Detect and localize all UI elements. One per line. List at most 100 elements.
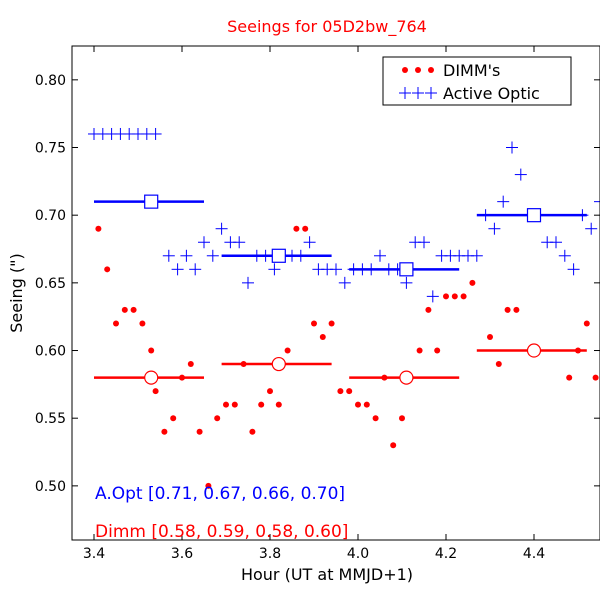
dimm-point <box>451 293 458 300</box>
dimm-point <box>152 388 159 395</box>
dimm-point <box>121 306 128 313</box>
legend-label: Active Optic <box>443 84 540 103</box>
dimm-point <box>187 361 194 368</box>
active-optic-point <box>330 263 342 276</box>
dimm-point <box>460 293 467 300</box>
dimm-point <box>223 401 229 408</box>
dimm-point <box>513 306 520 313</box>
dimm-point <box>205 482 212 489</box>
y-tick-label: 0.75 <box>35 141 66 157</box>
legend-box <box>382 56 572 106</box>
active-optic-point <box>488 222 501 235</box>
active-optic-point <box>215 222 228 235</box>
dimm-point <box>399 415 405 422</box>
legend-marker <box>428 67 434 73</box>
dimm-point <box>495 361 502 368</box>
dimm-point <box>302 225 309 232</box>
x-tick-label: 4.2 <box>435 546 457 562</box>
aopt-mean-marker <box>271 248 286 263</box>
y-tick-label: 0.65 <box>35 276 66 292</box>
active-optic-point <box>198 236 210 249</box>
x-tick-label: 3.8 <box>259 546 281 562</box>
dimm-point <box>284 347 291 354</box>
active-optic-point <box>233 236 246 249</box>
dimm-point <box>148 347 155 354</box>
dimm-point <box>416 347 423 354</box>
y-tick-label: 0.70 <box>35 208 66 224</box>
active-optic-point <box>497 195 510 208</box>
active-optic-point <box>374 249 386 262</box>
y-tick-label: 0.80 <box>35 73 66 89</box>
legend-entry: Active Optic <box>399 84 540 103</box>
legend-label: DIMM's <box>443 61 500 80</box>
legend: DIMM's Active Optic <box>382 56 572 106</box>
dimm-point <box>504 306 511 313</box>
dimm-point <box>487 333 493 340</box>
y-axis-label: Seeing (") <box>7 253 26 333</box>
active-optic-point <box>514 168 527 181</box>
dimm-mean-marker <box>399 370 414 385</box>
aopt-mean-marker <box>526 208 542 223</box>
dimm-point <box>196 428 203 435</box>
dimm-point <box>258 401 265 408</box>
active-optic-point <box>149 127 162 140</box>
x-tick-label: 3.4 <box>83 546 105 562</box>
active-optic-point <box>426 290 439 303</box>
dimm-point <box>443 293 449 300</box>
dimm-point <box>355 401 361 408</box>
dimm-point <box>592 374 599 381</box>
dimm-point <box>170 415 177 422</box>
dimm-point <box>425 306 432 313</box>
dimm-point <box>311 320 317 327</box>
annotation-dimm: Dimm [0.58, 0.59, 0.58, 0.60] <box>95 522 348 542</box>
annotation-aopt: A.Opt [0.71, 0.67, 0.66, 0.70] <box>95 484 345 504</box>
y-tick-label: 0.60 <box>35 344 66 360</box>
dimm-point <box>328 320 335 327</box>
active-optic-point <box>268 263 281 276</box>
y-tick-label: 0.55 <box>35 411 66 427</box>
x-axis-label: Hour (UT at MMJD+1) <box>241 565 413 584</box>
y-tick-label: 0.50 <box>35 479 66 495</box>
active-optic-point <box>162 249 175 262</box>
dimm-point <box>566 374 573 381</box>
x-tick-label: 4.0 <box>347 546 369 562</box>
dimm-point <box>337 388 344 395</box>
dimm-point <box>372 415 379 422</box>
dimm-point <box>161 428 168 435</box>
active-optic-point <box>189 263 202 276</box>
dimm-point <box>390 442 397 449</box>
active-optic-point <box>506 141 518 154</box>
dimm-point <box>214 415 221 422</box>
active-optic-point <box>418 236 430 249</box>
active-optic-point <box>558 249 571 262</box>
legend-marker <box>402 67 408 73</box>
active-optic-point <box>585 222 598 235</box>
dimm-point <box>130 306 137 313</box>
dimm-point <box>346 388 353 395</box>
active-optic-point <box>567 263 580 276</box>
chart-marks <box>88 127 600 489</box>
aopt-mean-marker <box>399 262 414 277</box>
y-axis-ticks: 0.50 0.55 0.60 0.65 0.70 0.75 0.80 <box>35 73 600 495</box>
dimm-point <box>275 401 282 408</box>
active-optic-point <box>400 276 413 289</box>
dimm-point <box>104 266 111 273</box>
dimm-point <box>583 320 590 327</box>
active-optic-point <box>303 236 316 249</box>
active-optic-point <box>171 263 184 276</box>
x-axis-ticks: 3.4 3.6 3.8 4.0 4.2 4.4 <box>83 46 545 562</box>
dimm-mean-marker <box>526 343 542 358</box>
x-tick-label: 3.6 <box>171 546 193 562</box>
dimm-point <box>293 225 300 232</box>
dimm-point <box>267 388 273 395</box>
dimm-point <box>231 401 238 408</box>
chart-title: Seeings for 05D2bw_764 <box>227 17 427 37</box>
aopt-mean-marker <box>144 194 159 209</box>
active-optic-point <box>594 195 600 208</box>
active-optic-point <box>206 249 219 262</box>
x-tick-label: 4.4 <box>523 546 545 562</box>
active-optic-point <box>338 276 351 289</box>
legend-entry: DIMM's <box>402 61 500 80</box>
dimm-point <box>363 401 370 408</box>
